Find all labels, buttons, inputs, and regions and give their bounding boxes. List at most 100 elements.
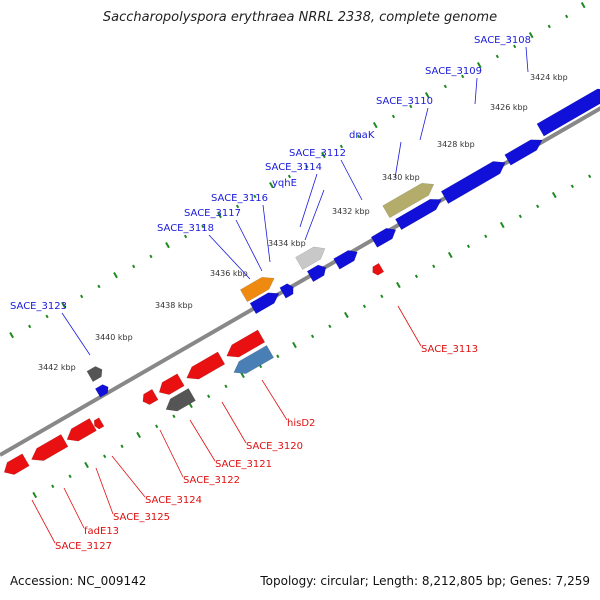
tick-mark [357,134,361,139]
gene-label-sace_3112: SACE_3112 [289,148,346,159]
tick-mark [447,251,453,259]
tick-mark [321,152,326,159]
tick-mark [80,294,84,299]
tick-label: 3430 kbp [382,173,420,182]
tick-mark [32,491,38,499]
tick-mark [235,204,240,209]
label-leader-line [299,173,318,228]
tick-mark [149,254,153,259]
map-title: Saccharopolyspora erythraea NRRL 2338, c… [102,10,498,25]
label-leader-line [340,159,363,201]
tick-mark [51,484,55,489]
tick-mark [362,304,367,309]
gene-label-sace_3110: SACE_3110 [376,96,433,107]
tick-mark [224,384,228,389]
gene-label-sace_3108: SACE_3108 [474,35,531,46]
backbone-layer [0,106,600,457]
grey-reverse-gene-arrow [165,388,196,412]
tick-mark [518,214,522,219]
gene-label-dnak: dnaK [349,130,375,141]
label-leader-line [31,499,56,544]
reverse-gene-arrow [142,388,159,405]
tick-mark [424,92,430,99]
tick-mark [328,324,332,329]
tick-mark [132,264,136,269]
small-reverse-gene-arrow [93,417,105,430]
label-leader-line [159,429,184,478]
gene-label-sace_3120: SACE_3120 [246,441,303,452]
yqhE-gene-arrow [295,246,326,270]
forward-gene-arrow [536,88,600,137]
tick-mark [409,104,413,109]
tick-mark [513,44,517,49]
tick-mark [276,354,280,359]
tick-mark [536,204,540,209]
tick-mark [103,454,107,459]
tick-mark [528,32,534,39]
tick-mark [240,371,245,379]
tick-mark [172,414,176,419]
tick-mark [372,122,378,129]
label-leader-line [525,46,529,73]
tick-label: 3438 kbp [155,301,193,310]
tick-mark [136,431,141,439]
tick-mark [292,341,297,349]
tick-mark [310,334,315,339]
tick-mark [61,302,66,309]
backbone-line [0,106,600,457]
label-leader-line [304,189,325,241]
tick-mark [113,272,118,279]
tick-mark [466,244,471,249]
reverse-gene-arrow [186,351,226,380]
tick-mark [339,144,344,149]
reverse-gene-arrow [3,453,30,475]
gene-label-sace_3117: SACE_3117 [184,208,241,219]
tick-mark [565,14,569,19]
gene-label-sace_3113: SACE_3113 [421,344,478,355]
gene-label-fade13: fadE13 [84,526,119,537]
tick-mark [344,311,349,319]
forward-gene-arrow [306,264,327,283]
tick-mark [97,284,101,289]
gene-label-sace_3123: SACE_3123 [10,301,67,312]
forward-gene-arrow [440,161,506,204]
tick-mark [580,2,586,9]
accession-text: Accession: NC_009142 [10,574,147,588]
tick-mark [461,74,465,79]
tick-mark [547,24,551,29]
label-leader-line [208,234,251,280]
tick-mark [476,62,482,69]
gene-layer [3,88,600,475]
gene-label-sace_3116: SACE_3116 [211,193,268,204]
label-leader-line [221,401,247,444]
reverse-gene-arrow [158,373,185,395]
tick-label: 3436 kbp [210,269,248,278]
tick-mark [253,194,257,199]
tick-label: 3428 kbp [437,140,475,149]
tick-mark [484,234,488,239]
tick-mark [305,164,309,169]
tick-mark [443,84,447,89]
label-leader-line [111,455,146,498]
label-leader-line [419,107,429,141]
orange-gene-arrow [239,276,275,303]
tick-mark [9,332,14,339]
gene-label-sace_3109: SACE_3109 [425,66,482,77]
tick-mark [84,461,89,469]
label-leader-line [394,141,402,179]
tick-label: 3434 kbp [268,239,306,248]
tick-label: 3432 kbp [332,207,370,216]
tick-layer: 3424 kbp 3426 kbp 3428 kbp 3430 kbp 3432 kbp… [9,2,592,499]
reverse-gene-arrow [31,434,69,461]
gene-label-hisd2: hisD2 [287,418,315,429]
label-leader-line [63,487,85,529]
tick-mark [183,234,188,239]
grey-gene-arrow [86,366,103,383]
tick-mark [551,191,557,199]
tick-mark [570,184,574,189]
gene-label-sace_3127: SACE_3127 [55,541,112,552]
gene-label-sace_3122: SACE_3122 [183,475,240,486]
tick-mark [165,242,170,249]
tick-mark [495,54,499,59]
